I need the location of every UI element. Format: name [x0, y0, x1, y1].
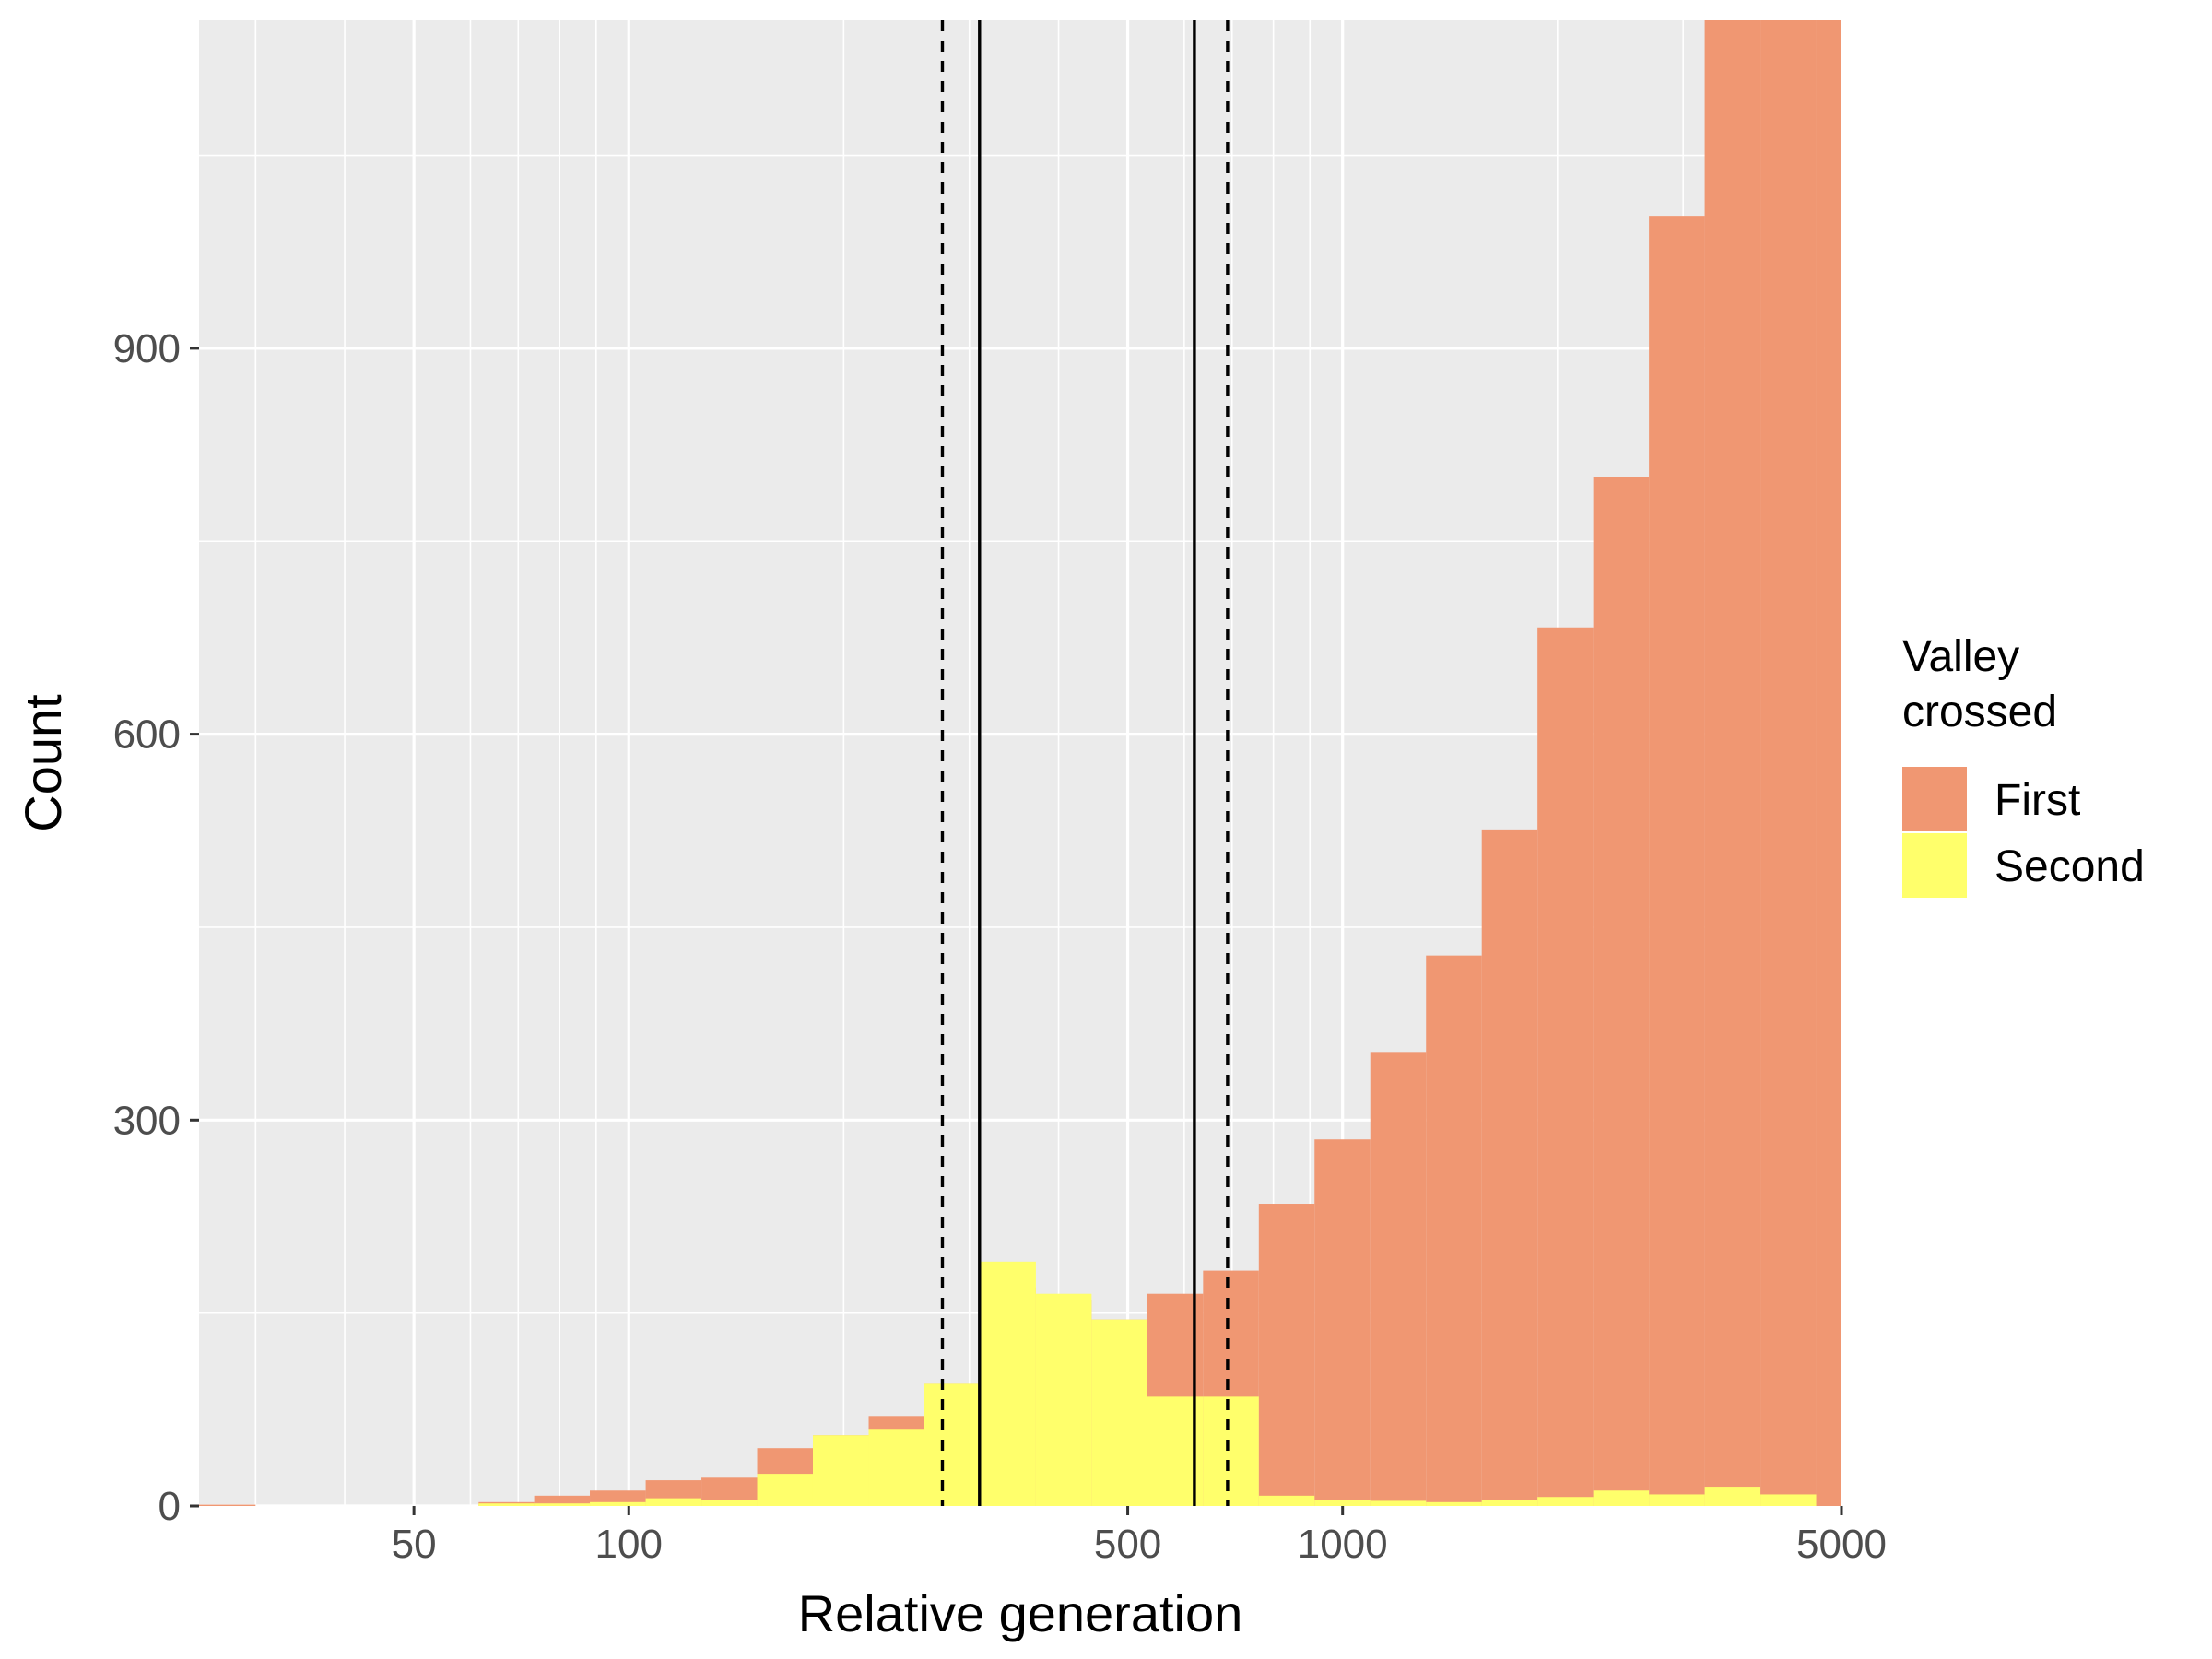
y-tick-label: 300 [113, 1098, 181, 1143]
bar-second [1203, 1396, 1259, 1506]
bar-second [1537, 1497, 1594, 1506]
bar-second [701, 1500, 758, 1506]
bar-second [1426, 1501, 1482, 1506]
legend-label-second: Second [1994, 842, 2145, 891]
bar-first [534, 1495, 591, 1506]
bar-first [199, 1504, 256, 1506]
bar-second [868, 1429, 924, 1506]
legend-label-first: First [1994, 776, 2080, 825]
bar-first [1258, 1204, 1315, 1506]
bar-first [1704, 20, 1761, 1506]
bar-first [1481, 829, 1538, 1506]
bar-second [1704, 1487, 1761, 1506]
bar-first [1649, 216, 1705, 1507]
axes: 50 100 500 1000 5000 0 300 600 900 [113, 326, 1887, 1567]
x-tick-label: 5000 [1796, 1522, 1887, 1567]
y-tick-label: 600 [113, 712, 181, 758]
x-axis-title: Relative generation [798, 1584, 1243, 1642]
legend-title-line-1: Valley [1902, 632, 2019, 681]
x-tick-label: 1000 [1298, 1522, 1388, 1567]
bar-second [1314, 1500, 1371, 1506]
bar-second [590, 1501, 646, 1506]
legend: Valley crossed First Second [1902, 632, 2145, 898]
x-tick-label: 50 [392, 1522, 437, 1567]
bar-second [1258, 1495, 1315, 1506]
y-axis-title: Count [14, 694, 72, 832]
x-tick-label: 100 [595, 1522, 663, 1567]
x-tick-label: 500 [1094, 1522, 1161, 1567]
bar-second [1035, 1293, 1092, 1506]
bar-second [1760, 1494, 1817, 1506]
legend-title-line-2: crossed [1902, 688, 2057, 736]
reference-lines [940, 20, 1230, 1506]
bar-second [757, 1474, 813, 1506]
bar-second [645, 1498, 702, 1506]
bar-first [1760, 20, 1817, 1506]
y-tick-label: 0 [159, 1484, 181, 1529]
bar-second [534, 1503, 591, 1506]
bar-second [812, 1435, 869, 1506]
bar-first [1593, 477, 1650, 1507]
bar-first [1314, 1139, 1371, 1506]
histogram-bars [199, 20, 1841, 1507]
bar-first [1370, 1052, 1427, 1506]
bar-second [1370, 1500, 1427, 1506]
bar-first [1537, 627, 1594, 1506]
legend-key-first [1902, 767, 1967, 831]
bar-second [478, 1503, 535, 1506]
y-tick-label: 900 [113, 326, 181, 371]
bar-second [1593, 1490, 1650, 1506]
bar-second [1481, 1500, 1538, 1506]
bar-second [1091, 1319, 1147, 1506]
bar-first [1816, 20, 1841, 1506]
bar-second [980, 1261, 1036, 1506]
bar-first [1426, 955, 1482, 1506]
bar-second [1649, 1494, 1705, 1506]
bar-second [924, 1383, 981, 1506]
legend-key-second [1902, 833, 1967, 898]
